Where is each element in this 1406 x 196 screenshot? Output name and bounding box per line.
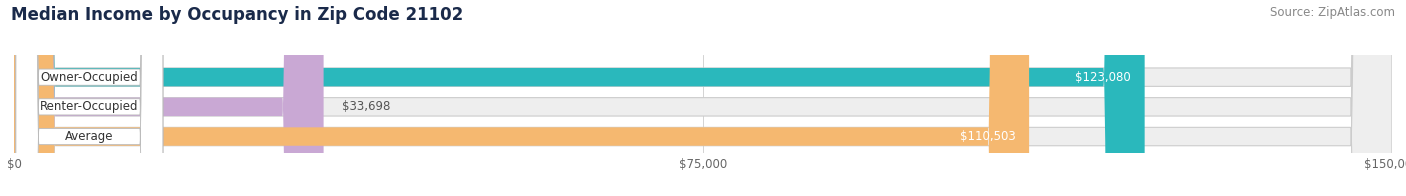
FancyBboxPatch shape bbox=[14, 0, 1392, 196]
Text: $123,080: $123,080 bbox=[1076, 71, 1130, 84]
FancyBboxPatch shape bbox=[15, 0, 163, 196]
Text: Source: ZipAtlas.com: Source: ZipAtlas.com bbox=[1270, 6, 1395, 19]
FancyBboxPatch shape bbox=[15, 0, 163, 196]
Text: Owner-Occupied: Owner-Occupied bbox=[41, 71, 138, 84]
Text: Average: Average bbox=[65, 130, 114, 143]
Text: Median Income by Occupancy in Zip Code 21102: Median Income by Occupancy in Zip Code 2… bbox=[11, 6, 464, 24]
FancyBboxPatch shape bbox=[14, 0, 1029, 196]
Text: Renter-Occupied: Renter-Occupied bbox=[41, 100, 139, 113]
FancyBboxPatch shape bbox=[14, 0, 323, 196]
Text: $33,698: $33,698 bbox=[342, 100, 391, 113]
FancyBboxPatch shape bbox=[14, 0, 1392, 196]
FancyBboxPatch shape bbox=[14, 0, 1392, 196]
Text: $110,503: $110,503 bbox=[960, 130, 1015, 143]
FancyBboxPatch shape bbox=[14, 0, 1144, 196]
FancyBboxPatch shape bbox=[15, 0, 163, 196]
